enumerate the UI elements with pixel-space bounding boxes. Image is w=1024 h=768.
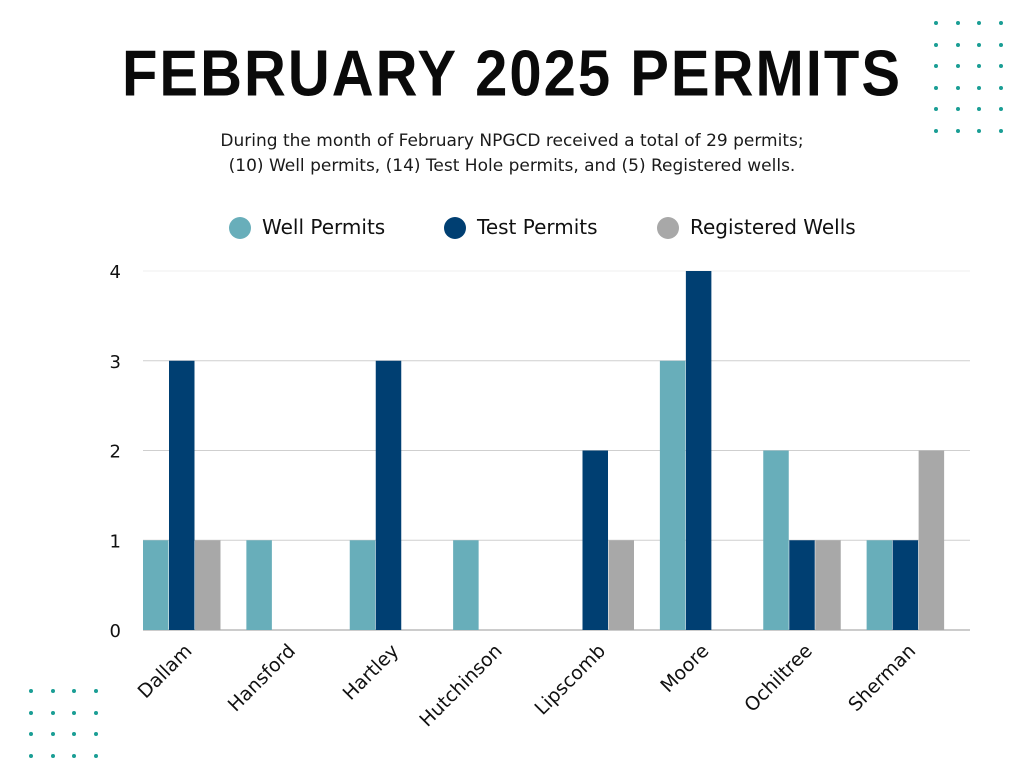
- decorative-dot: [977, 21, 981, 25]
- decorative-dot: [955, 42, 960, 47]
- bar-ochiltree-test-permits: [789, 540, 815, 630]
- decorative-dot: [955, 128, 960, 133]
- y-tick-label: 2: [110, 442, 121, 463]
- decorative-dot: [955, 85, 960, 90]
- decorative-dot: [29, 732, 33, 736]
- subtitle-line-2: (10) Well permits, (14) Test Hole permit…: [228, 156, 796, 176]
- page-title: FEBRUARY 2025 PERMITS: [121, 37, 903, 110]
- decorative-dot: [72, 689, 76, 693]
- decorative-dot: [998, 128, 1003, 133]
- decorative-dot: [977, 107, 981, 111]
- bar-hutchinson-well-permits: [453, 540, 479, 630]
- bar-moore-well-permits: [659, 360, 686, 630]
- decorative-dot: [998, 21, 1003, 25]
- subtitle-line-1: During the month of February NPGCD recei…: [220, 131, 804, 151]
- bar-hartley-test-permits: [375, 360, 402, 630]
- decorative-dot: [955, 21, 960, 25]
- decorative-dot: [72, 710, 76, 715]
- bar-dallam-test-permits: [169, 360, 195, 630]
- decorative-dot: [977, 42, 981, 47]
- y-tick-label: 3: [110, 352, 121, 373]
- legend-label: Test Permits: [476, 215, 598, 239]
- bar-dallam-well-permits: [143, 540, 169, 630]
- x-tick-label: Dallam: [134, 640, 197, 703]
- decorative-dot: [93, 732, 98, 736]
- decorative-dot: [977, 64, 981, 68]
- x-tick-label: Lipscomb: [531, 640, 611, 720]
- bar-lipscomb-registered-wells: [608, 540, 634, 630]
- decorative-dot: [72, 732, 76, 736]
- bar-lipscomb-test-permits: [582, 450, 608, 630]
- legend-swatch: [229, 217, 251, 239]
- decorative-dot: [934, 21, 938, 25]
- decorative-dot: [934, 107, 938, 111]
- y-tick-label: 1: [110, 531, 121, 552]
- x-tick-label: Hutchinson: [415, 640, 506, 731]
- y-tick-label: 4: [110, 262, 121, 283]
- x-tick-label: Moore: [656, 640, 713, 697]
- y-tick-label: 0: [110, 621, 121, 642]
- decorative-dot: [29, 753, 33, 758]
- decorative-dot: [934, 42, 938, 47]
- legend-label: Well Permits: [262, 215, 385, 239]
- legend-label: Registered Wells: [690, 215, 856, 239]
- bar-hansford-well-permits: [246, 540, 272, 630]
- decorative-dot: [955, 64, 960, 68]
- decorative-dot: [934, 128, 938, 133]
- decorative-dot: [977, 85, 981, 90]
- bar-moore-test-permits: [685, 271, 712, 630]
- decorative-dot: [934, 64, 938, 68]
- decorative-dot: [998, 42, 1003, 47]
- x-tick-label: Hartley: [339, 640, 404, 705]
- bar-hartley-well-permits: [349, 540, 376, 630]
- legend-swatch: [444, 217, 466, 239]
- decorative-dot: [998, 64, 1003, 68]
- decorative-dot: [955, 107, 960, 111]
- decorative-dot: [29, 710, 33, 715]
- decorative-dot: [934, 85, 938, 90]
- bar-ochiltree-registered-wells: [815, 540, 841, 630]
- bar-ochiltree-well-permits: [763, 450, 789, 630]
- decorative-dot: [977, 128, 981, 133]
- bar-dallam-registered-wells: [195, 540, 221, 630]
- decorative-dot: [50, 753, 55, 758]
- page-subtitle: During the month of February NPGCD recei…: [0, 129, 1024, 179]
- decorative-dot: [50, 689, 55, 693]
- decorative-dot: [998, 85, 1003, 90]
- decorative-dot: [50, 710, 55, 715]
- x-tick-label: Sherman: [844, 640, 920, 716]
- legend-swatch: [657, 217, 679, 239]
- bar-sherman-test-permits: [892, 540, 919, 630]
- decorative-dot: [998, 107, 1003, 111]
- decorative-dot: [93, 689, 98, 693]
- x-tick-label: Hansford: [224, 640, 300, 716]
- bar-sherman-well-permits: [866, 540, 893, 630]
- bar-sherman-registered-wells: [918, 450, 945, 630]
- decorative-dot: [93, 753, 98, 758]
- x-tick-label: Ochiltree: [740, 640, 817, 717]
- decorative-dot: [93, 710, 98, 715]
- decorative-dot: [50, 732, 55, 736]
- decorative-dot: [72, 753, 76, 758]
- decorative-dot: [29, 689, 33, 693]
